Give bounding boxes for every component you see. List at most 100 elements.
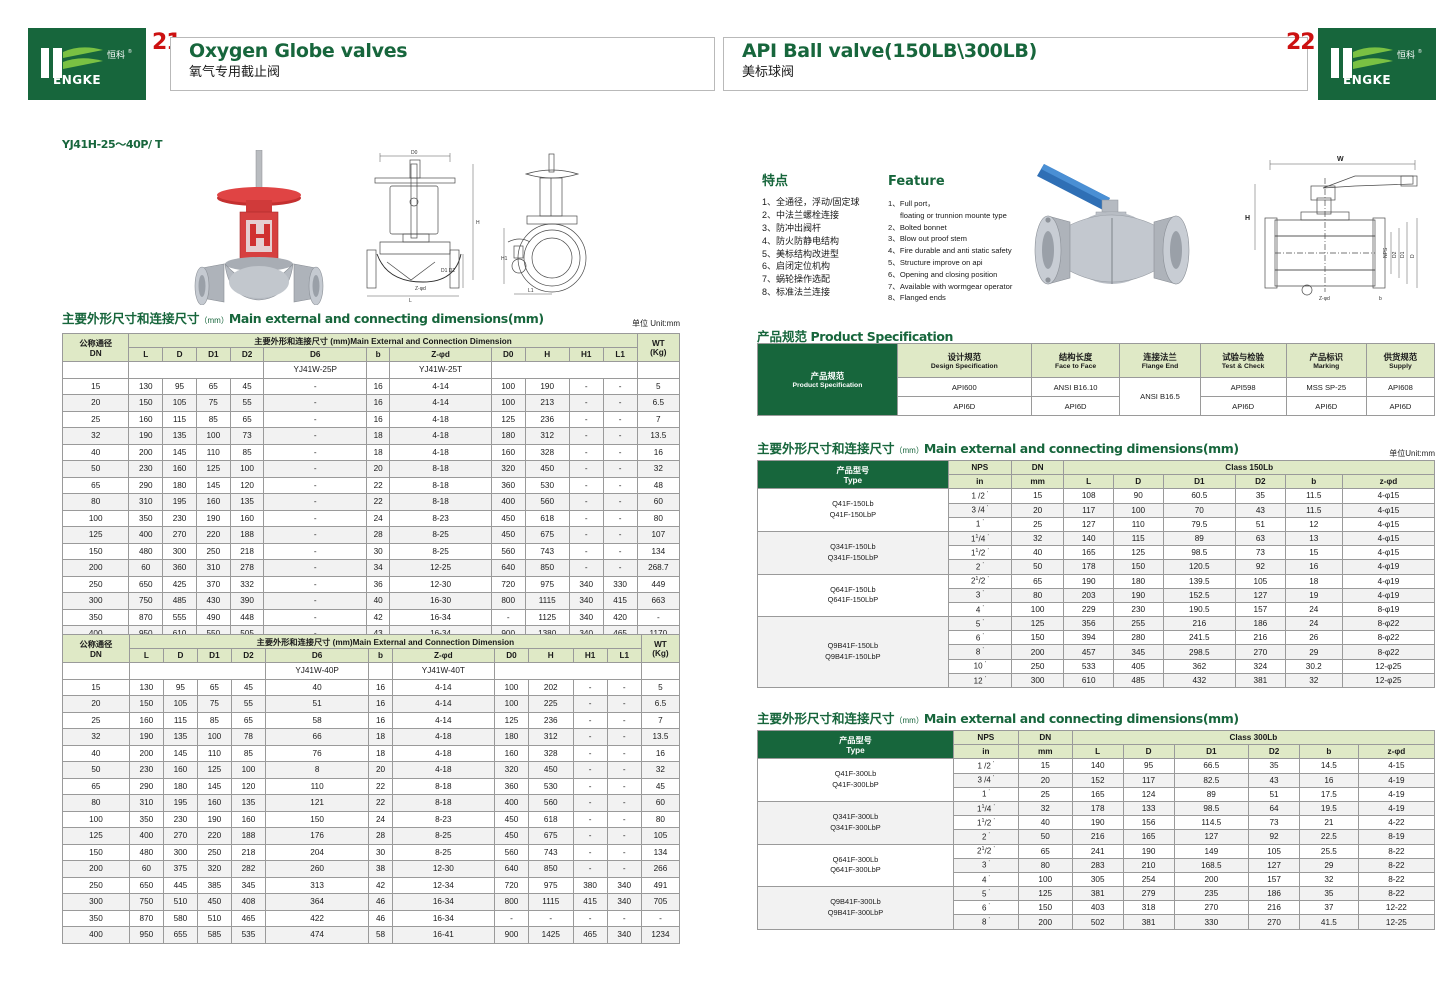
column-header: D [1122, 744, 1175, 760]
table-row: 11/2 ' 40 165 125 98.5 73 15 4-φ15 [758, 545, 1436, 561]
table-cell: 90 [1112, 488, 1164, 504]
spec-column-header: 连接法兰 Flange End [1119, 343, 1201, 378]
model-cell: Q641F-150Lb Q641F-150LbP [757, 573, 949, 618]
column-header: D1 [196, 648, 232, 663]
table-cell: 6.5 [640, 695, 681, 713]
table-row: 300 750 510 450 408 364 46 16-34 800 1115 415 340 70… [62, 893, 681, 911]
table-cell: 200 [61, 559, 130, 577]
table-cell: 40 [366, 592, 391, 610]
table-cell: 26 [1284, 630, 1343, 646]
table-cell: 75 [195, 394, 231, 412]
table-cell: 58 [264, 711, 370, 729]
table-cell: 125 [195, 460, 231, 478]
table-cell: 362 [1162, 658, 1237, 674]
table-cell: 180 [490, 427, 526, 445]
column-header: D1 [1173, 744, 1250, 760]
class-150lb-table: 产品型号 Type NPS DN Class 150Lb in mm L D D1 D2 b z-φd Q… [757, 459, 1436, 689]
table-cell: 8-18 [391, 777, 495, 795]
table-cell: 16 [366, 394, 391, 412]
nps-cell: 3 ' [947, 587, 1012, 603]
table-cell: 4-φ19 [1341, 559, 1436, 575]
table-cell: 85 [196, 711, 232, 729]
table-cell: 1115 [527, 893, 574, 911]
dn-cell: 125 [1017, 886, 1073, 902]
table-cell: 100 [493, 678, 529, 696]
table-cell: 95 [1122, 758, 1175, 774]
table-cell: - [602, 526, 638, 544]
table-cell: 364 [264, 893, 370, 911]
spec-heading-en: Product Specification [810, 329, 954, 344]
table-cell: 7 [636, 410, 681, 428]
lh1-paren: （mm） [199, 316, 229, 325]
wt-header: WT (Kg) [640, 634, 681, 663]
table-cell: - [572, 761, 608, 779]
table-cell: 160 [490, 443, 526, 461]
svg-text:D0: D0 [411, 150, 418, 156]
dn-unit: mm [1010, 474, 1065, 490]
model-cell: Q341F-300Lb Q341F-300LbP [757, 800, 954, 845]
table-cell: 152 [1071, 772, 1124, 788]
table-cell: 180 [162, 777, 198, 795]
dn-cell: 200 [1017, 914, 1073, 930]
table-cell: 66 [264, 728, 370, 746]
dn-cell: 25 [1017, 786, 1073, 802]
table-cell: 279 [1122, 886, 1175, 902]
dn-header: DN [1017, 729, 1073, 746]
table-row: 15 130 95 65 45-16 4-14 100 190- -5 [61, 377, 681, 395]
table-cell: - [602, 559, 638, 577]
nps-cell: 21/2 ' [952, 843, 1019, 859]
table-cell: 160 [230, 810, 266, 828]
table-cell: - [606, 678, 642, 696]
table-row: 3 ' 80 283 210 168.5 127 29 8-22 [758, 857, 1436, 873]
model-cell: Q41F-300Lb Q41F-300LbP [757, 758, 954, 802]
table-cell: 8-25 [391, 843, 495, 861]
table-cell: 12-φ25 [1341, 672, 1436, 689]
table-cell: 145 [162, 744, 198, 762]
table-cell: 268.7 [636, 559, 681, 577]
table-cell: 18 [1284, 573, 1343, 589]
table-cell: 250 [195, 542, 231, 560]
table-cell: 80 [640, 810, 681, 828]
table-cell: 24 [1284, 601, 1343, 618]
table-cell: - [602, 509, 638, 527]
feature-subline: floating or trunnion mounte type [900, 210, 1007, 220]
table-cell: 216 [1162, 616, 1237, 632]
rh300-en: Main external and connecting dimensions(… [923, 711, 1239, 726]
table-cell: 135 [229, 493, 265, 511]
table-cell: 491 [640, 876, 681, 894]
table-row: 40 200 145 110 85 76 18 4-18 160 328- -16 [62, 744, 681, 762]
table-cell: - [602, 427, 638, 445]
table-cell: 1115 [524, 592, 570, 610]
table-cell: 270 [162, 827, 198, 845]
table-cell: 190 [1122, 843, 1175, 859]
table-cell: 13.5 [636, 427, 681, 445]
dn-cell: 200 [1010, 644, 1065, 660]
column-header: D [1112, 474, 1164, 490]
table-cell: - [572, 678, 608, 696]
spec-cell-flange: ANSI B16.5 [1119, 377, 1201, 416]
table-row: 80 310 195 160 135-22 8-18 400 560- -60 [61, 493, 681, 511]
table-cell: 350 [128, 810, 164, 828]
table-cell: 555 [162, 608, 197, 626]
table-cell: 16-34 [391, 893, 495, 911]
table-cell: 560 [490, 542, 526, 560]
table-cell: 340 [606, 876, 642, 894]
table-cell: 160 [162, 460, 197, 478]
spec-cell: API608 [1365, 377, 1436, 397]
globe-valve-section-drawing: D0 H L Z-φd D1 D2 [355, 150, 490, 302]
table-row: 8 ' 200 502 381 330 270 41.5 12-25 [758, 914, 1436, 930]
column-header: L [128, 648, 164, 663]
table-cell: 115 [1112, 530, 1164, 547]
table-cell: 105 [640, 827, 681, 845]
svg-text:D: D [1410, 254, 1416, 258]
table-cell: 40 [264, 678, 370, 696]
table-cell: - [606, 777, 642, 795]
table-row: 32 190 135 100 73-18 4-18 180 312- -13.5 [61, 427, 681, 445]
table-cell: 195 [162, 794, 198, 812]
globe-valve-front-drawing: H1 L1 [500, 150, 610, 302]
table-cell: 640 [490, 559, 526, 577]
column-header: z-φd [1341, 474, 1436, 490]
table-cell: 8-22 [1357, 886, 1436, 902]
table-row: Q9B41F-150Lb Q9B41F-150LbP 5 ' 125 356 255 216… [757, 616, 1436, 688]
left-dimensions-table-1: 公称通径 DN 主要外形和连接尺寸 (mm)Main External and Co… [61, 333, 681, 643]
